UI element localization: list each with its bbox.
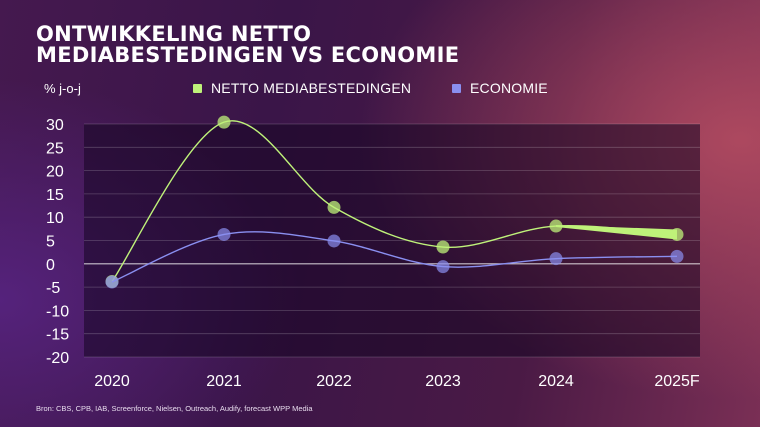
y-tick-label: 25: [46, 140, 64, 157]
legend-label-media: NETTO MEDIABESTEDINGEN: [211, 80, 412, 96]
y-tick-label: -15: [46, 327, 69, 344]
legend-swatch-media: [193, 83, 202, 93]
legend-swatch-economie: [452, 83, 461, 93]
legend-item-media: NETTO MEDIABESTEDINGEN: [193, 80, 411, 96]
data-point-media: [436, 240, 450, 254]
y-tick-label: 0: [46, 257, 55, 274]
y-tick-label: -20: [46, 350, 69, 367]
y-tick-label: 15: [46, 187, 64, 204]
y-tick-label: 5: [46, 234, 55, 251]
y-tick-label: 20: [46, 164, 64, 181]
chart-title: ONTWIKKELING NETTO MEDIABESTEDINGEN VS E…: [36, 24, 459, 66]
data-point-economie: [549, 252, 563, 266]
forecast-segment-media: [556, 225, 677, 240]
chart-title-line-2: MEDIABESTEDINGEN VS ECONOMIE: [36, 43, 460, 67]
data-point-economie: [670, 249, 684, 263]
data-point-economie: [217, 227, 231, 241]
data-point-media: [549, 219, 563, 233]
y-tick-label: 10: [46, 210, 64, 227]
data-point-economie: [436, 260, 450, 274]
x-tick-label: 2024: [538, 373, 574, 390]
y-tick-label: -5: [46, 280, 60, 297]
plot-area: [84, 124, 700, 357]
data-point-economie: [105, 275, 119, 289]
y-tick-label: 30: [46, 117, 64, 134]
chart-title-line-1: ONTWIKKELING NETTO: [36, 22, 312, 46]
y-axis-unit-label: % j-o-j: [44, 81, 81, 96]
legend-item-economie: ECONOMIE: [452, 80, 548, 96]
source-note: Bron: CBS, CPB, IAB, Screenforce, Nielse…: [36, 404, 313, 413]
y-tick-label: -10: [46, 303, 69, 320]
x-tick-label: 2023: [425, 373, 461, 390]
x-tick-label: 2020: [94, 373, 130, 390]
x-tick-label: 2025F: [654, 373, 700, 390]
data-point-media: [670, 227, 684, 241]
series-line-economie: [111, 231, 678, 283]
x-tick-label: 2021: [206, 373, 242, 390]
legend-label-economie: ECONOMIE: [470, 80, 548, 96]
data-point-economie: [327, 234, 341, 248]
data-point-media: [217, 115, 231, 129]
x-tick-label: 2022: [316, 373, 352, 390]
data-point-media: [327, 200, 341, 214]
